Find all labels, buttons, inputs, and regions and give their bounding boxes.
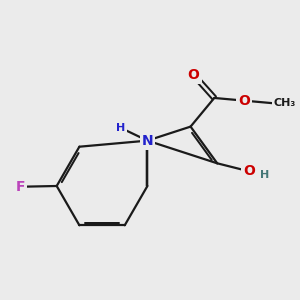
- Text: O: O: [243, 164, 255, 178]
- Text: N: N: [142, 134, 153, 148]
- Text: H: H: [116, 123, 125, 133]
- Text: O: O: [188, 68, 200, 82]
- Text: O: O: [238, 94, 250, 108]
- Text: F: F: [16, 180, 25, 194]
- Text: H: H: [260, 170, 269, 180]
- Text: CH₃: CH₃: [274, 98, 296, 108]
